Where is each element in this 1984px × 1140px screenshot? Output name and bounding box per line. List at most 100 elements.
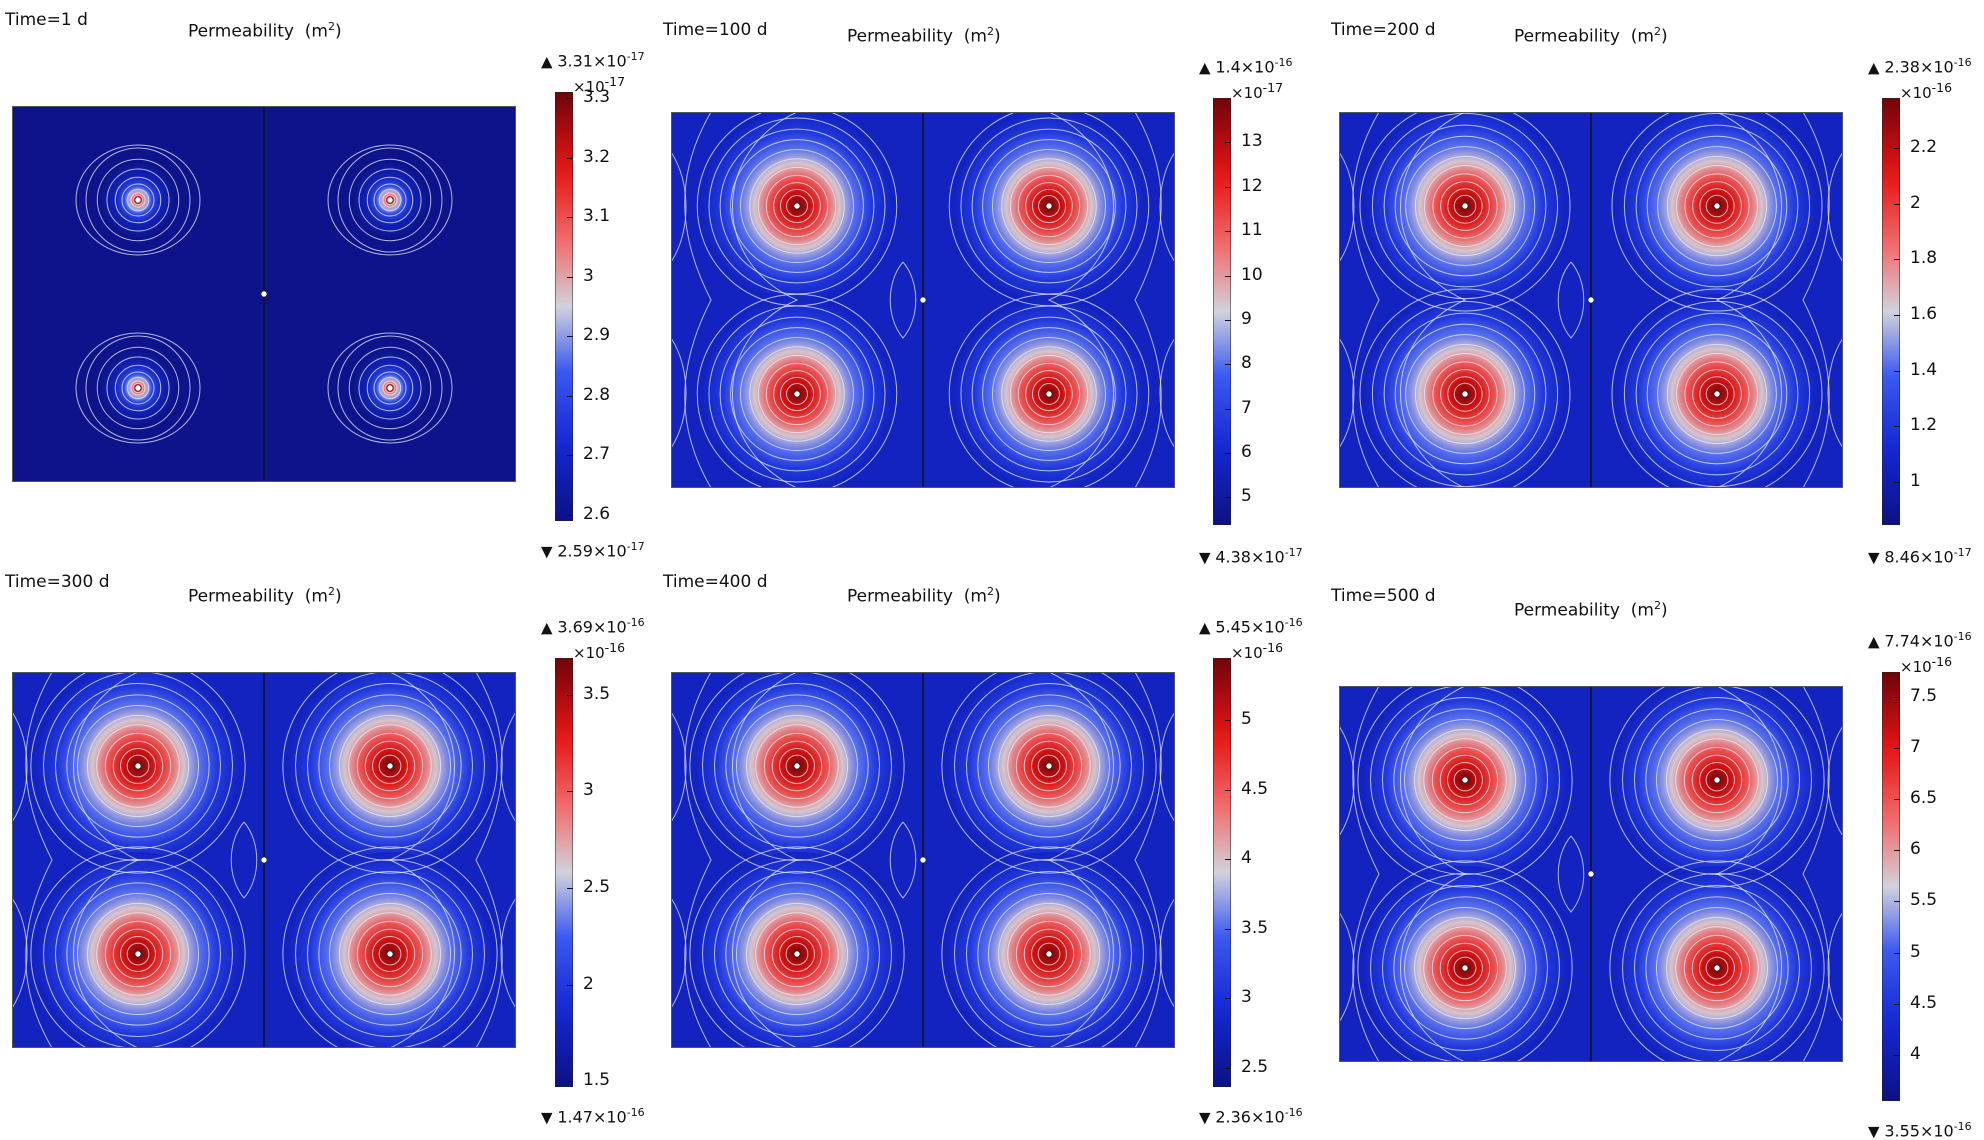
contour-ring	[1439, 754, 1491, 806]
well-point	[386, 950, 394, 958]
contour-ring	[120, 936, 156, 972]
contour-path	[500, 897, 516, 1009]
contour-ring	[725, 882, 869, 1026]
colorbar-min-label: ▼ 2.59×10-17	[541, 540, 645, 560]
colorbar-gradient	[1882, 672, 1900, 1101]
min-value: 3.55×10	[1884, 1121, 1954, 1140]
scale-base: ×10	[1231, 84, 1263, 102]
contour-ring	[1675, 738, 1759, 822]
contour-ring	[971, 128, 1127, 284]
well-point	[793, 390, 801, 398]
contour-ring	[358, 168, 422, 232]
colorbar-tick	[1894, 1003, 1900, 1005]
colorbar-tick	[1225, 275, 1231, 277]
contour-ring	[338, 714, 442, 818]
center-point	[260, 290, 268, 298]
contour-ring	[1684, 173, 1750, 239]
contour-ring	[1692, 181, 1742, 231]
contour-ring	[1699, 950, 1735, 986]
contour-ring	[30, 672, 246, 874]
contour-ring	[982, 139, 1116, 273]
contour-ring	[1371, 112, 1559, 300]
contour-path	[1047, 112, 1114, 488]
well-point	[134, 762, 142, 770]
contour-ring	[382, 192, 398, 208]
well-point	[1461, 776, 1469, 784]
contour-ring	[1393, 896, 1537, 1040]
contour-path	[1802, 686, 1830, 1062]
colorbar-tick-label: 7.5	[1910, 685, 1938, 706]
colorbar-tick-label: 3	[1241, 987, 1252, 1008]
unit-sup: 2	[327, 20, 335, 33]
contour-ring	[1357, 860, 1573, 1062]
colorbar-tick	[1894, 952, 1900, 954]
colorbar-tick-label: 5	[1910, 941, 1921, 962]
contour-ring	[382, 380, 398, 396]
contour-ring	[730, 139, 864, 273]
contour-ring	[1705, 194, 1729, 218]
contour-ring	[106, 356, 170, 420]
contour-lines	[75, 144, 453, 444]
plot-title-text: Permeability	[1514, 600, 1620, 621]
contour-ring	[1635, 312, 1799, 476]
contour-ring	[1423, 164, 1507, 248]
contour-ring	[132, 194, 144, 206]
well-plume	[695, 672, 899, 868]
contour-ring	[1440, 369, 1490, 419]
min-arrow-icon: ▼	[1868, 1122, 1885, 1140]
contour-ring	[1007, 724, 1091, 808]
contour-path	[1715, 112, 1782, 488]
contour-ring	[1684, 361, 1750, 427]
well-plume	[1363, 686, 1567, 882]
contour-ring	[1423, 352, 1507, 436]
contour-path	[1557, 835, 1585, 913]
field-frame	[671, 672, 1175, 1048]
center-point	[919, 296, 927, 304]
contour-ring	[1655, 906, 1779, 1030]
contour-ring	[327, 144, 453, 256]
contour-ring	[75, 144, 201, 256]
min-arrow-icon: ▼	[1868, 548, 1885, 567]
permeability-field	[671, 112, 1175, 488]
well-point	[134, 384, 142, 392]
colorbar-gradient	[1882, 98, 1900, 525]
plot-title: Permeability (m2)	[1514, 599, 1668, 621]
contour-ring	[1359, 112, 1571, 312]
min-value: 4.38×10	[1215, 547, 1285, 567]
plot-title-text: Permeability	[188, 21, 294, 42]
contour-path	[889, 261, 917, 339]
center-point	[919, 856, 927, 864]
well-point	[134, 196, 142, 204]
contour-ring	[1431, 746, 1499, 814]
contour-ring	[121, 183, 155, 217]
contour-ring	[689, 672, 905, 874]
colorbar-tick	[567, 984, 573, 986]
contour-ring	[348, 158, 432, 242]
contour-ring	[373, 371, 407, 405]
min-value: 8.46×10	[1884, 547, 1954, 567]
colorbar-tick	[1225, 998, 1231, 1000]
contour-ring	[307, 871, 473, 1037]
contour-path	[1134, 112, 1162, 488]
contour-ring	[356, 920, 424, 988]
colorbar-gradient	[1213, 658, 1231, 1087]
contour-ring	[785, 942, 809, 966]
unit-close: )	[1660, 26, 1668, 47]
colorbar-tick	[567, 1081, 573, 1083]
contour-path	[1339, 725, 1355, 837]
scale-exp: -16	[1262, 640, 1284, 655]
contour-path	[671, 711, 687, 823]
contour-ring	[1413, 916, 1517, 1020]
contour-path	[25, 672, 53, 1048]
well-plume	[36, 852, 240, 1048]
colorbar-tick	[1894, 901, 1900, 903]
colorbar-tick	[1894, 696, 1900, 698]
contour-ring	[384, 382, 396, 394]
colorbar-tick-label: 6	[1241, 442, 1252, 463]
contour-ring	[1453, 194, 1477, 218]
contour-ring	[130, 380, 146, 396]
contour-ring	[719, 316, 875, 472]
contour-ring	[30, 846, 246, 1048]
contour-ring	[327, 332, 453, 444]
well-point	[386, 762, 394, 770]
